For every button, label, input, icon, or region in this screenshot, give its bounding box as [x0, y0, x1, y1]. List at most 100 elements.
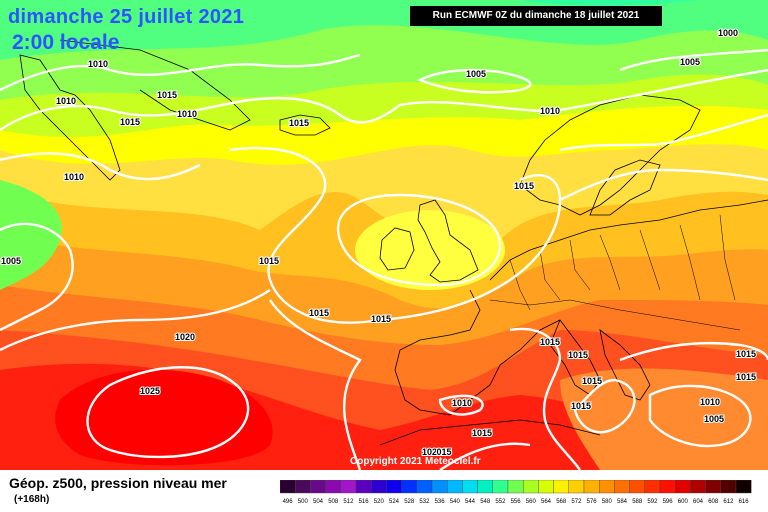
scale-swatch: [553, 480, 570, 494]
copyright: Copyright 2021 Meteociel.fr: [350, 456, 481, 467]
scale-swatch: [477, 480, 494, 494]
scale-label: 532: [419, 499, 430, 505]
isobar-label: 1010: [700, 397, 720, 407]
isobar-label: 1015: [736, 372, 756, 382]
isobars: [0, 48, 768, 470]
isobar-label: 1010: [540, 106, 560, 116]
scale-label: 536: [435, 499, 446, 505]
isobar-label: 1015: [472, 428, 492, 438]
scale-label: 564: [541, 499, 552, 505]
scale-label: 572: [571, 499, 582, 505]
scale-label: 500: [298, 499, 309, 505]
forecast-time: 2:00 locale: [12, 31, 120, 54]
scale-label: 592: [647, 499, 658, 505]
scale-swatch: [340, 480, 357, 494]
scale-label: 540: [450, 499, 461, 505]
scale-swatch: [705, 480, 722, 494]
scale-swatch: [644, 480, 661, 494]
scale-label: 524: [389, 499, 400, 505]
isobar-labels: 1010 1010 1015 1015 1010 1015 1005 1010 1005 1000…: [0, 27, 757, 458]
band-uk-yellow: [355, 210, 505, 290]
scale-label: 596: [663, 499, 674, 505]
scale-label: 604: [693, 499, 704, 505]
isobar-label: 1015: [309, 308, 329, 318]
isobar-label: 1010: [56, 96, 76, 106]
scale-swatch: [568, 480, 585, 494]
isobar-label: 1025: [140, 386, 160, 396]
isobar-label: 1015: [571, 401, 591, 411]
coastlines: [19, 39, 768, 446]
scale-label: 544: [465, 499, 476, 505]
scale-label: 568: [556, 499, 567, 505]
scale-swatch: [370, 480, 387, 494]
scale-swatch: [507, 480, 524, 494]
color-scale: 496 500 504 508 512 516 520 524 528 532 536 540 544 5…: [280, 480, 752, 505]
scale-swatch: [401, 480, 417, 494]
isobar-label: 1015: [289, 118, 309, 128]
scale-swatch: [492, 480, 509, 494]
scale-swatch: [720, 480, 737, 494]
isobar-label: 1015: [259, 256, 279, 266]
isobar-label: 1015: [736, 349, 756, 359]
legend-subtitle: (+168h): [14, 494, 50, 505]
band-high-core: [55, 369, 273, 466]
isobar-label: 1000: [718, 28, 738, 38]
scale-swatch: [355, 480, 372, 494]
scale-label: 576: [587, 499, 598, 505]
scale-label: 508: [328, 499, 339, 505]
isobar-label: 1005: [680, 57, 700, 67]
run-info: Run ECMWF 0Z du dimanche 18 juillet 2021: [410, 6, 662, 26]
isobar-label: 1015: [120, 117, 140, 127]
scale-label: 580: [602, 499, 613, 505]
scale-swatch: [446, 480, 463, 494]
scale-label: 584: [617, 499, 628, 505]
geopotential-map: 1010 1010 1015 1015 1010 1015 1005 1010 1005 1000…: [0, 0, 768, 470]
isobar-label: 1020: [175, 332, 195, 342]
isobar-label: 1005: [1, 256, 21, 266]
isobar-label: 1005: [466, 69, 486, 79]
scale-swatch: [629, 480, 646, 494]
isobar-label: 1005: [704, 414, 724, 424]
scale-swatch: [386, 480, 402, 494]
scale-swatch: [416, 480, 433, 494]
isobar-label: 1015: [371, 314, 391, 324]
scale-label: 528: [404, 499, 415, 505]
legend-title: Géop. z500, pression niveau mer: [9, 475, 227, 491]
isobar-label: 1010: [64, 172, 84, 182]
scale-swatch: [675, 480, 691, 494]
scale-swatch: [599, 480, 615, 494]
scale-swatch: [522, 480, 539, 494]
scale-label: 608: [708, 499, 719, 505]
scale-label: 512: [343, 499, 354, 505]
scale-label: 588: [632, 499, 643, 505]
isobar-label: 015: [436, 447, 451, 457]
scale-swatch: [538, 480, 554, 494]
band-blue-north: [520, 0, 700, 6]
scale-label: 612: [723, 499, 734, 505]
scale-swatch: [280, 480, 296, 494]
scale-label: 556: [511, 499, 522, 505]
isobar-label: 1015: [514, 181, 534, 191]
isobar-label: 1015: [582, 376, 602, 386]
scale-swatch: [690, 480, 706, 494]
scale-label: 548: [480, 499, 491, 505]
scale-label: 552: [495, 499, 506, 505]
scale-swatch: [659, 480, 676, 494]
scale-label: 516: [359, 499, 370, 505]
scale-label: 504: [313, 499, 324, 505]
scale-swatch: [583, 480, 600, 494]
isobar-label: 1010: [88, 59, 108, 69]
scale-swatch: [614, 480, 630, 494]
scale-swatch: [431, 480, 448, 494]
isobar-label: 1015: [568, 350, 588, 360]
scale-label: 600: [678, 499, 689, 505]
scale-label: 496: [283, 499, 294, 505]
scale-label: 520: [374, 499, 385, 505]
scale-swatch: [325, 480, 341, 494]
scale-label: 616: [739, 499, 750, 505]
isobar-label: 1020: [422, 447, 442, 457]
scale-swatch: [294, 480, 311, 494]
forecast-date: dimanche 25 juillet 2021: [8, 6, 245, 28]
scale-label: 560: [526, 499, 537, 505]
